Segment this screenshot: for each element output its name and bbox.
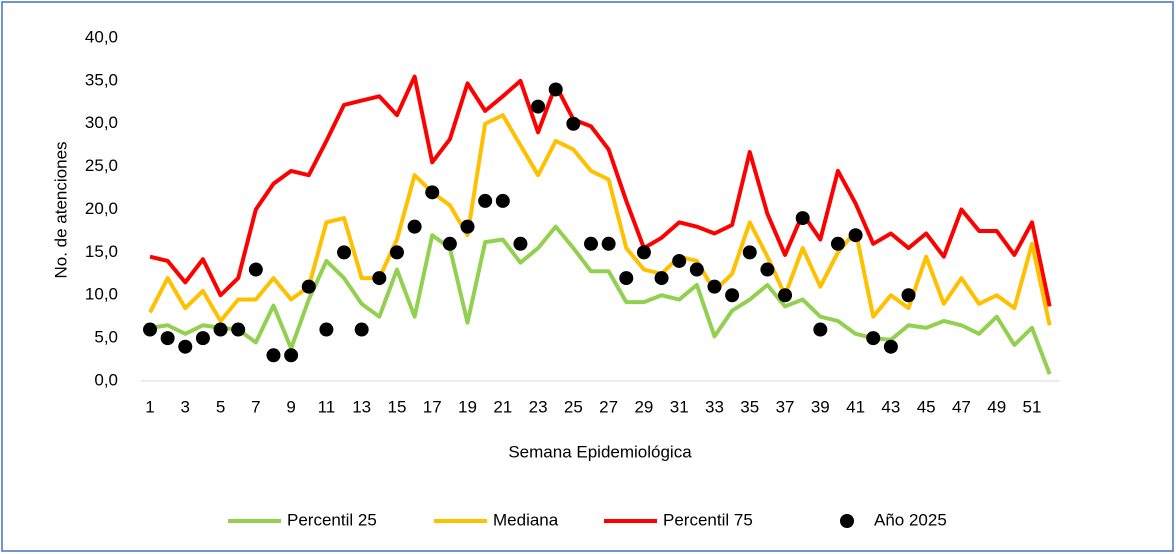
y-axis-label: No. de atenciones: [51, 141, 70, 278]
y-tick-label: 25,0: [85, 156, 118, 175]
data-point: [354, 322, 369, 337]
data-point: [266, 348, 281, 363]
data-point: [248, 262, 263, 277]
data-point: [725, 288, 740, 303]
data-point: [742, 245, 757, 260]
x-axis-label: Semana Epidemiológica: [508, 442, 692, 461]
x-tick-label: 3: [181, 397, 190, 416]
x-tick-label: 29: [634, 397, 653, 416]
series-line: [149, 224, 1052, 375]
data-point: [848, 228, 863, 243]
x-tick-label: 49: [987, 397, 1006, 416]
data-point: [619, 271, 634, 286]
data-point: [566, 116, 581, 131]
data-point: [337, 245, 352, 260]
legend-label: Año 2025: [874, 510, 947, 529]
data-point: [778, 288, 793, 303]
data-point: [478, 193, 493, 208]
y-tick-label: 15,0: [85, 242, 118, 261]
data-point: [195, 331, 210, 346]
x-tick-label: 5: [216, 397, 225, 416]
data-point: [636, 245, 651, 260]
y-tick-label: 20,0: [85, 199, 118, 218]
x-tick-label: 41: [846, 397, 865, 416]
data-point: [531, 99, 546, 114]
x-tick-label: 25: [564, 397, 583, 416]
data-point: [460, 219, 475, 234]
data-point: [425, 185, 440, 200]
x-tick-label: 1: [145, 397, 154, 416]
data-point: [901, 288, 916, 303]
x-tick-label: 37: [776, 397, 795, 416]
y-tick-label: 40,0: [85, 27, 118, 46]
x-tick-label: 45: [917, 397, 936, 416]
y-tick-label: 30,0: [85, 113, 118, 132]
x-tick-label: 51: [1023, 397, 1042, 416]
data-point: [866, 331, 881, 346]
x-tick-label: 17: [423, 397, 442, 416]
data-point: [319, 322, 334, 337]
y-tick-label: 0,0: [94, 370, 118, 389]
legend-label: Percentil 25: [287, 510, 377, 529]
x-tick-label: 33: [705, 397, 724, 416]
data-point: [231, 322, 246, 337]
legend-label: Percentil 75: [663, 510, 753, 529]
data-point: [654, 271, 669, 286]
data-point: [584, 236, 598, 251]
y-tick-label: 5,0: [94, 328, 118, 347]
data-point: [160, 331, 175, 346]
x-tick-label: 15: [387, 397, 406, 416]
data-point: [813, 322, 828, 337]
y-tick-label: 10,0: [85, 285, 118, 304]
data-point: [689, 262, 704, 277]
data-point: [372, 271, 387, 286]
x-tick-label: 7: [251, 397, 260, 416]
data-point: [407, 219, 422, 234]
data-point: [389, 245, 404, 260]
series-line: [149, 74, 1052, 307]
x-tick-label: 31: [670, 397, 689, 416]
x-tick-label: 21: [493, 397, 512, 416]
x-tick-label: 13: [352, 397, 371, 416]
legend-label: Mediana: [493, 510, 559, 529]
data-point: [760, 262, 775, 277]
data-point: [143, 322, 157, 337]
data-point: [442, 236, 457, 251]
x-tick-label: 43: [881, 397, 900, 416]
series-line: [148, 113, 1052, 326]
data-point: [707, 279, 722, 294]
data-point: [672, 253, 687, 268]
data-point: [495, 193, 510, 208]
x-tick-label: 11: [318, 397, 336, 416]
legend-marker: [840, 514, 854, 528]
data-point: [213, 322, 228, 337]
data-point: [284, 348, 299, 363]
data-point: [795, 211, 810, 226]
x-tick-label: 23: [529, 397, 548, 416]
data-point: [548, 82, 563, 97]
y-tick-label: 35,0: [85, 70, 118, 89]
x-tick-label: 19: [458, 397, 477, 416]
x-tick-label: 9: [286, 397, 295, 416]
x-tick-label: 47: [952, 397, 971, 416]
data-point: [601, 236, 616, 251]
x-tick-label: 35: [740, 397, 759, 416]
data-point: [513, 236, 528, 251]
data-point: [301, 279, 316, 294]
data-point: [830, 236, 845, 251]
data-point: [178, 339, 193, 354]
x-tick-label: 27: [599, 397, 618, 416]
data-point: [883, 339, 898, 354]
x-tick-label: 39: [811, 397, 830, 416]
